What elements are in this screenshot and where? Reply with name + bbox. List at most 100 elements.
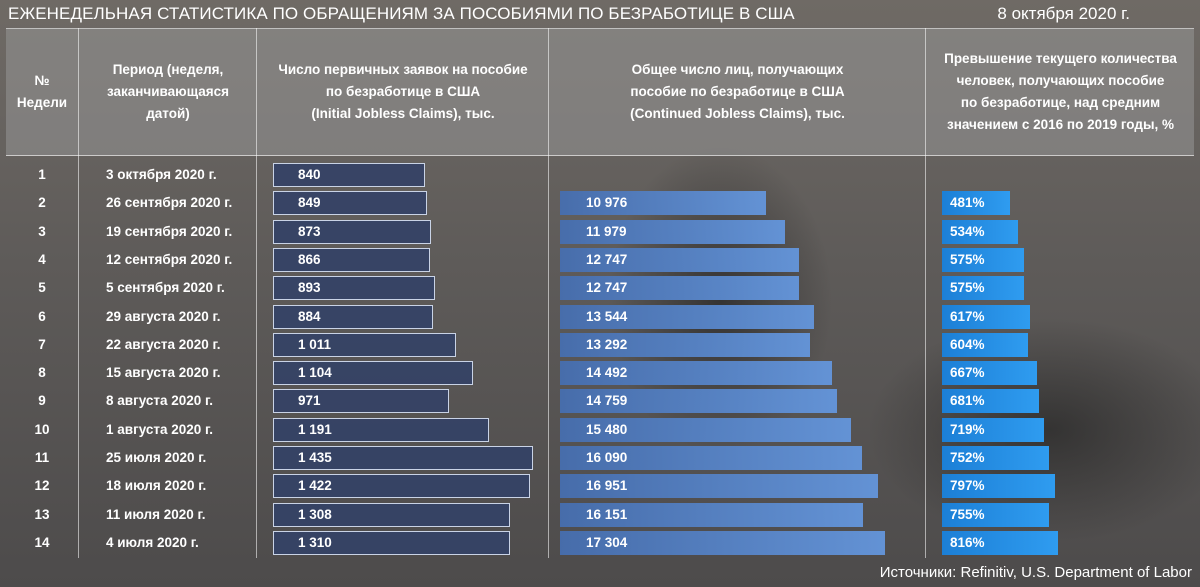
continued-claims-bar — [560, 530, 885, 555]
period-date: 3 октября 2020 г. — [106, 167, 217, 182]
week-number: 8 — [38, 365, 46, 381]
initial-claims-bar — [273, 417, 489, 442]
week-number: 13 — [34, 506, 50, 522]
excess-percent-label: 534% — [950, 223, 985, 239]
excess-percent-bar — [942, 332, 1028, 357]
week-number: 11 — [34, 450, 50, 465]
initial-claims-bar — [273, 191, 427, 216]
excess-percent-label: 575% — [950, 280, 985, 296]
continued-claims-bar — [560, 247, 799, 272]
period-date: 15 августа 2020 г. — [106, 365, 221, 381]
header-continued-claims: Общее число лиц, получающих пособие по бе… — [630, 62, 845, 121]
continued-claims-label: 12 747 — [586, 251, 628, 267]
initial-claims-label: 849 — [298, 195, 321, 211]
initial-claims-bar — [273, 276, 435, 301]
period-date: 22 августа 2020 г. — [106, 336, 221, 352]
initial-claims-bar — [273, 502, 510, 527]
excess-percent-label: 604% — [950, 336, 985, 352]
excess-percent-label: 617% — [950, 308, 985, 324]
period-date: 12 сентября 2020 г. — [106, 251, 233, 267]
excess-percent-bar — [942, 474, 1055, 499]
continued-claims-bar — [560, 446, 862, 470]
continued-claims-label: 12 747 — [586, 280, 628, 296]
continued-claims-bar — [560, 502, 863, 527]
excess-percent-label: 752% — [950, 450, 985, 465]
excess-percent-bar — [942, 191, 1010, 216]
continued-claims-label: 17 304 — [586, 534, 628, 550]
initial-claims-label: 971 — [298, 393, 321, 409]
initial-claims-label: 1 011 — [298, 336, 332, 352]
initial-claims-label: 840 — [298, 167, 321, 182]
excess-percent-bar — [942, 276, 1024, 301]
header-excess-percent: Превышение текущего количества человек, п… — [944, 51, 1177, 132]
period-date: 19 сентября 2020 г. — [106, 223, 233, 239]
week-number: 14 — [34, 534, 50, 550]
period-date: 8 августа 2020 г. — [106, 393, 214, 409]
continued-claims-bar — [560, 417, 851, 442]
initial-claims-label: 884 — [298, 308, 321, 324]
header-period: Период (неделя, заканчивающаяся датой) — [106, 62, 230, 121]
excess-percent-bar — [942, 304, 1030, 329]
week-number: 3 — [38, 223, 46, 239]
excess-percent-label: 755% — [950, 506, 985, 522]
initial-claims-bar — [273, 163, 425, 187]
excess-percent-bar — [942, 389, 1039, 414]
excess-percent-bar — [942, 247, 1024, 272]
initial-claims-label: 873 — [298, 223, 321, 239]
column-divider — [256, 28, 257, 558]
excess-percent-label: 719% — [950, 421, 985, 437]
excess-percent-bar — [942, 361, 1037, 386]
continued-claims-label: 16 951 — [586, 478, 628, 494]
week-number: 2 — [38, 195, 46, 211]
initial-claims-bar — [273, 332, 456, 357]
excess-percent-bar — [942, 417, 1044, 442]
continued-claims-bar — [560, 361, 832, 386]
excess-percent-label: 816% — [950, 534, 985, 550]
period-date: 5 сентября 2020 г. — [106, 280, 225, 296]
week-number: 12 — [34, 478, 50, 494]
initial-claims-bar — [273, 530, 510, 555]
chart-date: 8 октября 2020 г. — [997, 4, 1130, 23]
continued-claims-label: 16 151 — [586, 506, 628, 522]
continued-claims-bar — [560, 219, 785, 244]
continued-claims-bar — [560, 474, 878, 499]
period-date: 18 июля 2020 г. — [106, 478, 207, 494]
continued-claims-bar — [560, 332, 810, 357]
week-number: 4 — [38, 251, 46, 267]
excess-percent-bar — [942, 530, 1058, 555]
period-date: 29 августа 2020 г. — [106, 308, 221, 324]
continued-claims-label: 11 979 — [586, 223, 627, 239]
continued-claims-label: 14 759 — [586, 393, 628, 409]
table-header — [6, 28, 1194, 156]
initial-claims-bar — [273, 247, 430, 272]
initial-claims-bar — [273, 474, 530, 499]
excess-percent-bar — [942, 446, 1049, 470]
week-number: 10 — [34, 421, 50, 437]
period-date: 4 июля 2020 г. — [106, 534, 199, 550]
column-divider — [548, 28, 549, 558]
excess-percent-label: 681% — [950, 393, 985, 409]
continued-claims-label: 10 976 — [586, 195, 628, 211]
excess-percent-bar — [942, 219, 1018, 244]
continued-claims-label: 15 480 — [586, 421, 628, 437]
continued-claims-label: 14 492 — [586, 365, 628, 381]
continued-claims-bar — [560, 389, 837, 414]
period-date: 11 июля 2020 г. — [106, 506, 206, 522]
week-number: 9 — [38, 393, 46, 409]
period-date: 1 августа 2020 г. — [106, 421, 214, 437]
initial-claims-bar — [273, 446, 533, 470]
excess-percent-label: 667% — [950, 365, 985, 381]
week-number: 7 — [38, 336, 46, 352]
continued-claims-bar — [560, 304, 814, 329]
week-number: 5 — [38, 280, 46, 296]
source-note: Источники: Refinitiv, U.S. Department of… — [879, 564, 1192, 581]
continued-claims-label: 13 544 — [586, 308, 628, 324]
header-initial-claims: Число первичных заявок на пособие по безр… — [278, 62, 528, 121]
chart-title: ЕЖЕНЕДЕЛЬНАЯ СТАТИСТИКА ПО ОБРАЩЕНИЯМ ЗА… — [8, 4, 795, 23]
initial-claims-label: 1 191 — [298, 421, 332, 437]
week-number: 1 — [38, 167, 46, 182]
excess-percent-label: 797% — [950, 478, 985, 494]
period-date: 25 июля 2020 г. — [106, 450, 207, 465]
initial-claims-label: 866 — [298, 251, 321, 267]
initial-claims-label: 1 104 — [298, 365, 332, 381]
